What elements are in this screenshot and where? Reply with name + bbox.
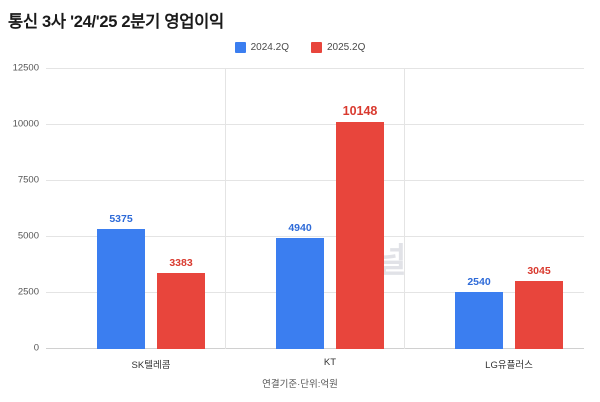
- category-label-sk: SK텔레콤: [131, 360, 171, 371]
- category-label-kt: KT: [323, 357, 337, 368]
- gridline-5000: [46, 236, 584, 237]
- bar-label-lg-2025: 3045: [527, 264, 551, 277]
- category-label-lg: LG유플러스: [485, 360, 533, 371]
- legend-swatch-2025: [311, 42, 322, 53]
- ytick-label-2500: 2500: [17, 286, 39, 298]
- chart-footnote: 연결기준·단위:억원: [262, 379, 338, 390]
- bar-kt-2025[interactable]: 10148: [336, 104, 384, 349]
- gridline-10000: [46, 124, 584, 125]
- ytick-label-7500: 7500: [17, 174, 39, 186]
- bar-label-kt-2024: 4940: [288, 222, 312, 235]
- legend-item-2025[interactable]: 2025.2Q: [311, 42, 365, 53]
- gridline-7500: [46, 180, 584, 181]
- group-separator-2: [404, 68, 405, 349]
- ytick-label-10000: 10000: [12, 118, 39, 130]
- legend-swatch-2024: [234, 42, 246, 53]
- chart-legend: 2024.2Q 2025.2Q: [0, 42, 600, 53]
- group-separator-1: [225, 68, 226, 349]
- bar-label-kt-2025: 10148: [342, 103, 378, 118]
- bar-kt-2024[interactable]: 4940: [276, 222, 324, 349]
- bar-label-sk-2024: 5375: [109, 212, 133, 225]
- legend-item-2024[interactable]: 2024.2Q: [234, 42, 289, 53]
- bar-lg-2025[interactable]: 3045: [515, 265, 563, 349]
- ytick-label-0: 0: [33, 342, 39, 354]
- chart-title: 통신 3사 '24/'25 2분기 영업이익: [8, 13, 224, 31]
- bar-label-lg-2024: 2540: [467, 276, 491, 289]
- gridline-12500: [46, 68, 584, 69]
- bar-sk-2024[interactable]: 5375: [97, 213, 145, 349]
- ytick-label-5000: 5000: [17, 230, 39, 242]
- bar-label-sk-2025: 3383: [169, 257, 193, 270]
- legend-label-2024: 2024.2Q: [250, 42, 289, 53]
- legend-label-2025: 2025.2Q: [327, 42, 366, 53]
- plot-area: 12500 10000 7500 5000 2500 0 저널 5375 338…: [13, 63, 584, 371]
- ytick-label-12500: 12500: [12, 62, 39, 74]
- bar-sk-2025[interactable]: 3383: [157, 257, 205, 349]
- bar-lg-2024[interactable]: 2540: [455, 276, 503, 349]
